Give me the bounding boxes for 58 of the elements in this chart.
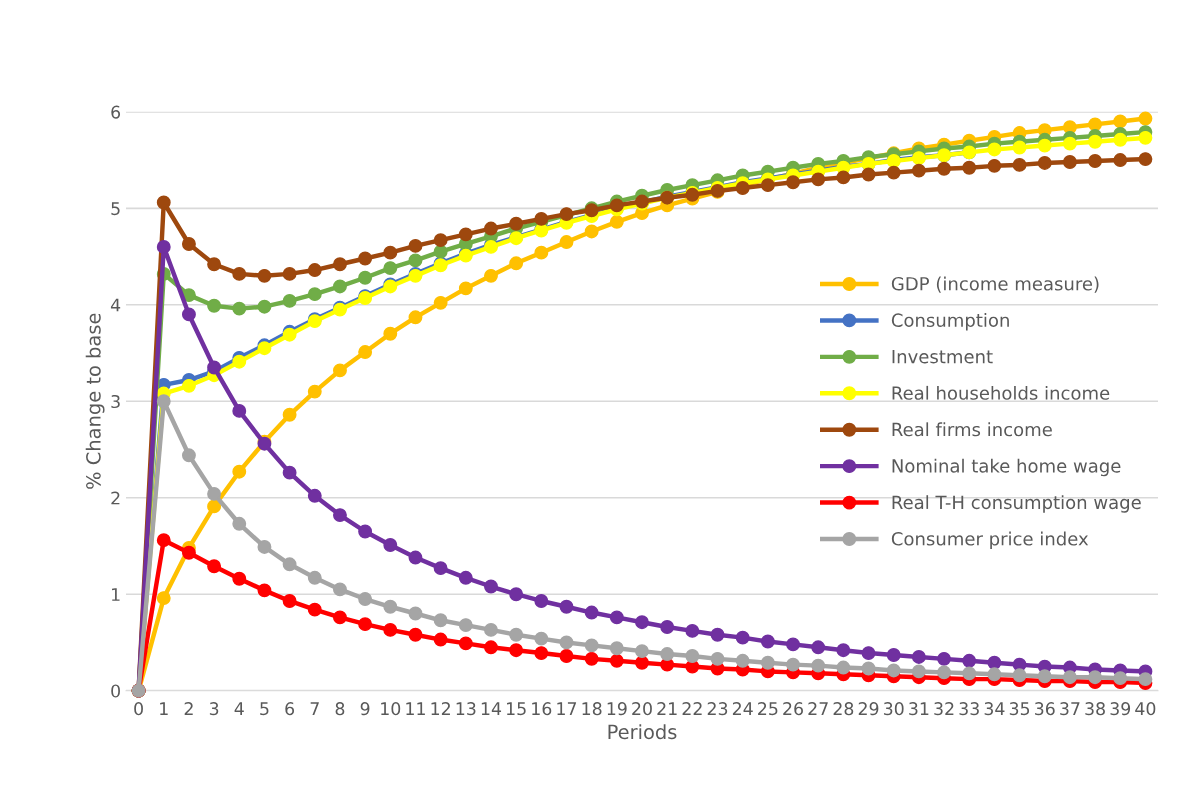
x-tick-label: 21	[657, 702, 677, 716]
y-tick-label: 4	[110, 298, 121, 312]
legend-label: Real T-H consumption wage	[892, 495, 1141, 513]
x-tick-label: 24	[732, 702, 753, 716]
y-tick-label: 6	[111, 105, 121, 119]
x-tick-label: 20	[632, 702, 652, 716]
x-tick-label: 32	[934, 702, 954, 716]
x-tick-label: 33	[959, 702, 979, 716]
x-tick-label: 11	[406, 702, 425, 716]
x-tick-label: 35	[1009, 702, 1030, 716]
y-tick-label: 2	[111, 491, 120, 505]
x-tick-label: 31	[909, 702, 929, 716]
x-tick-label: 16	[532, 702, 552, 716]
legend-label: Real firms income	[892, 422, 1052, 437]
y-axis-title: % Change to base	[85, 313, 105, 489]
x-tick-label: 27	[808, 702, 828, 716]
legend-label: Investment	[892, 350, 993, 364]
x-tick-label: 40	[1135, 702, 1156, 716]
x-tick-label: 13	[456, 702, 476, 716]
x-tick-label: 2	[184, 702, 193, 716]
x-tick-label: 6	[285, 702, 295, 716]
x-tick-label: 9	[360, 702, 370, 716]
x-tick-label: 5	[260, 702, 269, 716]
x-tick-label: 19	[607, 702, 627, 716]
legend-label: Real households income	[892, 385, 1110, 400]
x-tick-label: 12	[431, 702, 450, 716]
x-tick-label: 17	[557, 702, 577, 716]
y-tick-label: 0	[111, 684, 120, 698]
x-tick-label: 26	[783, 702, 803, 716]
x-tick-label: 1	[160, 702, 168, 716]
y-tick-label: 5	[111, 202, 120, 216]
x-tick-label: 7	[310, 702, 319, 716]
x-axis-title: Periods	[608, 724, 677, 740]
legend-label: Nominal take home wage	[892, 458, 1121, 477]
x-tick-label: 37	[1060, 702, 1080, 716]
x-tick-label: 8	[335, 702, 345, 716]
x-tick-label: 15	[507, 702, 526, 716]
x-tick-label: 28	[833, 702, 854, 716]
x-tick-label: 25	[758, 702, 778, 716]
legend-label: GDP (income measure)	[891, 276, 1099, 293]
x-tick-label: 3	[209, 702, 219, 716]
legend-label: Consumption	[891, 313, 1009, 331]
x-tick-label: 39	[1110, 702, 1131, 716]
legend-label: Consumer price index	[891, 531, 1089, 550]
x-tick-label: 0	[134, 702, 143, 716]
x-tick-label: 18	[582, 702, 602, 716]
x-tick-label: 14	[481, 702, 502, 716]
x-tick-label: 36	[1035, 702, 1055, 716]
y-tick-label: 3	[111, 394, 120, 409]
x-tick-label: 29	[858, 702, 879, 716]
x-tick-label: 10	[381, 702, 401, 716]
y-tick-label: 1	[112, 588, 120, 601]
x-tick-label: 4	[234, 702, 244, 716]
x-tick-label: 38	[1085, 702, 1105, 716]
x-tick-label: 34	[984, 702, 1005, 716]
x-tick-label: 22	[682, 702, 702, 716]
x-tick-label: 30	[883, 702, 904, 716]
x-tick-label: 23	[707, 702, 728, 716]
